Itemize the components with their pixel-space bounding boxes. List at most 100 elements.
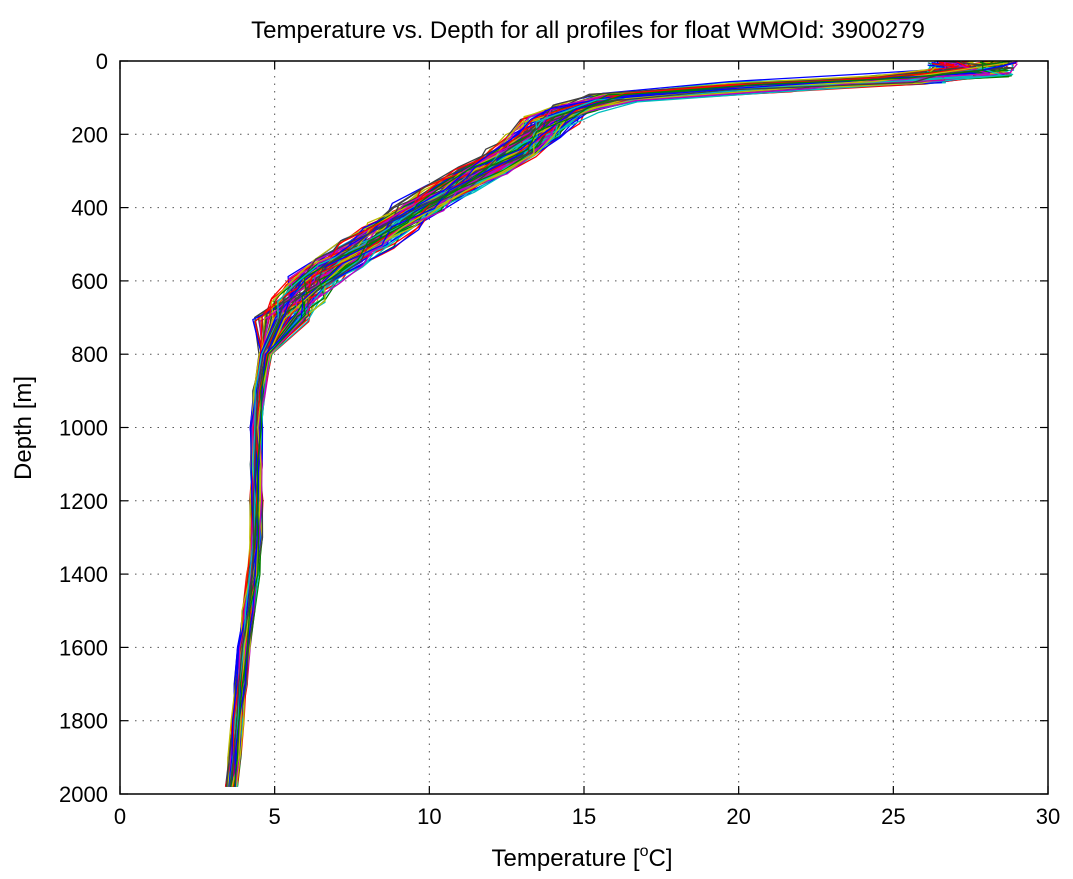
y-tick-label: 400 xyxy=(71,196,108,221)
profile-line xyxy=(233,64,1006,787)
profile-line xyxy=(234,61,986,787)
profile-line xyxy=(229,60,1005,787)
profile-line xyxy=(234,60,994,787)
profile-line xyxy=(231,60,970,787)
profile-line xyxy=(235,62,956,787)
profile-line xyxy=(233,61,936,787)
y-tick-label: 600 xyxy=(71,269,108,294)
profile-line xyxy=(228,65,1008,787)
x-axis-label-superscript: o xyxy=(640,843,649,860)
y-tick-label: 1800 xyxy=(59,709,108,734)
profile-line xyxy=(225,64,1005,787)
profile-line xyxy=(235,63,976,787)
profile-line xyxy=(232,62,1017,787)
profile-line xyxy=(232,60,977,787)
profile-line xyxy=(227,66,976,787)
y-tick-label: 0 xyxy=(96,49,108,74)
y-tick-label: 1600 xyxy=(59,635,108,660)
profile-line xyxy=(225,64,950,787)
x-tick-label: 0 xyxy=(114,804,126,829)
profile-line xyxy=(232,60,992,787)
profile-line xyxy=(229,63,1002,787)
profile-line xyxy=(231,60,967,787)
profile-line xyxy=(228,65,1003,787)
x-tick-label: 10 xyxy=(417,804,441,829)
profile-line xyxy=(230,61,1009,787)
profile-line xyxy=(231,63,1003,787)
profile-line xyxy=(226,64,936,787)
profile-line xyxy=(230,67,1010,787)
profile-line xyxy=(231,61,1010,787)
profile-line xyxy=(226,60,1009,787)
profile-line xyxy=(229,60,980,787)
profile-line xyxy=(235,62,997,787)
profile-line xyxy=(234,64,991,787)
profile-line xyxy=(235,60,982,787)
profile-line xyxy=(236,62,1001,787)
x-tick-label: 15 xyxy=(572,804,596,829)
profile-line xyxy=(236,65,1014,787)
profile-line xyxy=(233,60,973,787)
profile-line xyxy=(235,64,951,787)
y-tick-labels: 0 200 400 600 800 1000 1200 1400 1600 1800 2000 xyxy=(59,49,108,807)
profile-line xyxy=(229,60,990,787)
profile-line xyxy=(229,67,1003,787)
profile-line xyxy=(227,66,949,787)
profile-line xyxy=(233,60,988,787)
profile-line xyxy=(234,62,1005,787)
profile-line xyxy=(229,60,966,787)
profile-line xyxy=(226,61,996,787)
profile-line xyxy=(235,65,999,787)
profile-line xyxy=(234,60,950,787)
profile-line xyxy=(235,60,984,787)
profile-line xyxy=(227,62,977,787)
profile-line xyxy=(224,61,1000,787)
profile-line xyxy=(236,62,942,787)
profile-line xyxy=(234,65,1012,787)
profile-line xyxy=(233,60,964,787)
profile-line xyxy=(230,64,947,787)
y-tick-label: 1400 xyxy=(59,562,108,587)
axis-ticks xyxy=(119,60,1049,795)
profile-line xyxy=(236,64,1004,787)
profile-line xyxy=(229,61,1001,787)
profile-line xyxy=(234,64,1014,787)
profile-line xyxy=(229,62,966,787)
profile-line xyxy=(226,60,991,787)
y-tick-label: 1200 xyxy=(59,489,108,514)
profile-lines xyxy=(224,60,1018,787)
profile-line xyxy=(231,64,997,787)
x-tick-label: 5 xyxy=(269,804,281,829)
profile-line xyxy=(232,60,971,787)
y-axis-label: Depth [m] xyxy=(10,376,37,480)
x-tick-labels: 0 5 10 15 20 25 30 xyxy=(114,804,1060,829)
profile-line xyxy=(230,63,948,787)
x-tick-label: 30 xyxy=(1036,804,1060,829)
profile-line xyxy=(232,63,981,787)
x-axis-label: Temperature [oC] xyxy=(492,843,673,872)
profile-line xyxy=(234,63,1011,787)
profile-line xyxy=(229,63,972,787)
profile-line xyxy=(234,60,1011,787)
profile-line xyxy=(232,64,986,787)
profile-line xyxy=(233,62,1014,787)
profile-line xyxy=(229,60,1015,787)
profile-line xyxy=(226,64,1004,787)
profile-line xyxy=(227,64,1005,787)
profile-line xyxy=(226,60,942,787)
profile-line xyxy=(229,60,969,787)
profile-line xyxy=(225,62,984,787)
profile-line xyxy=(227,66,937,787)
y-tick-label: 200 xyxy=(71,122,108,147)
profile-line xyxy=(233,61,1008,787)
profile-line xyxy=(229,61,963,787)
profile-line xyxy=(225,60,1002,787)
grid-lines xyxy=(120,61,1048,794)
profile-line xyxy=(232,65,994,787)
profile-line xyxy=(233,60,984,787)
profile-line xyxy=(234,63,1018,787)
profile-line xyxy=(228,64,988,787)
profile-line xyxy=(232,62,949,787)
profile-line xyxy=(228,61,1017,787)
